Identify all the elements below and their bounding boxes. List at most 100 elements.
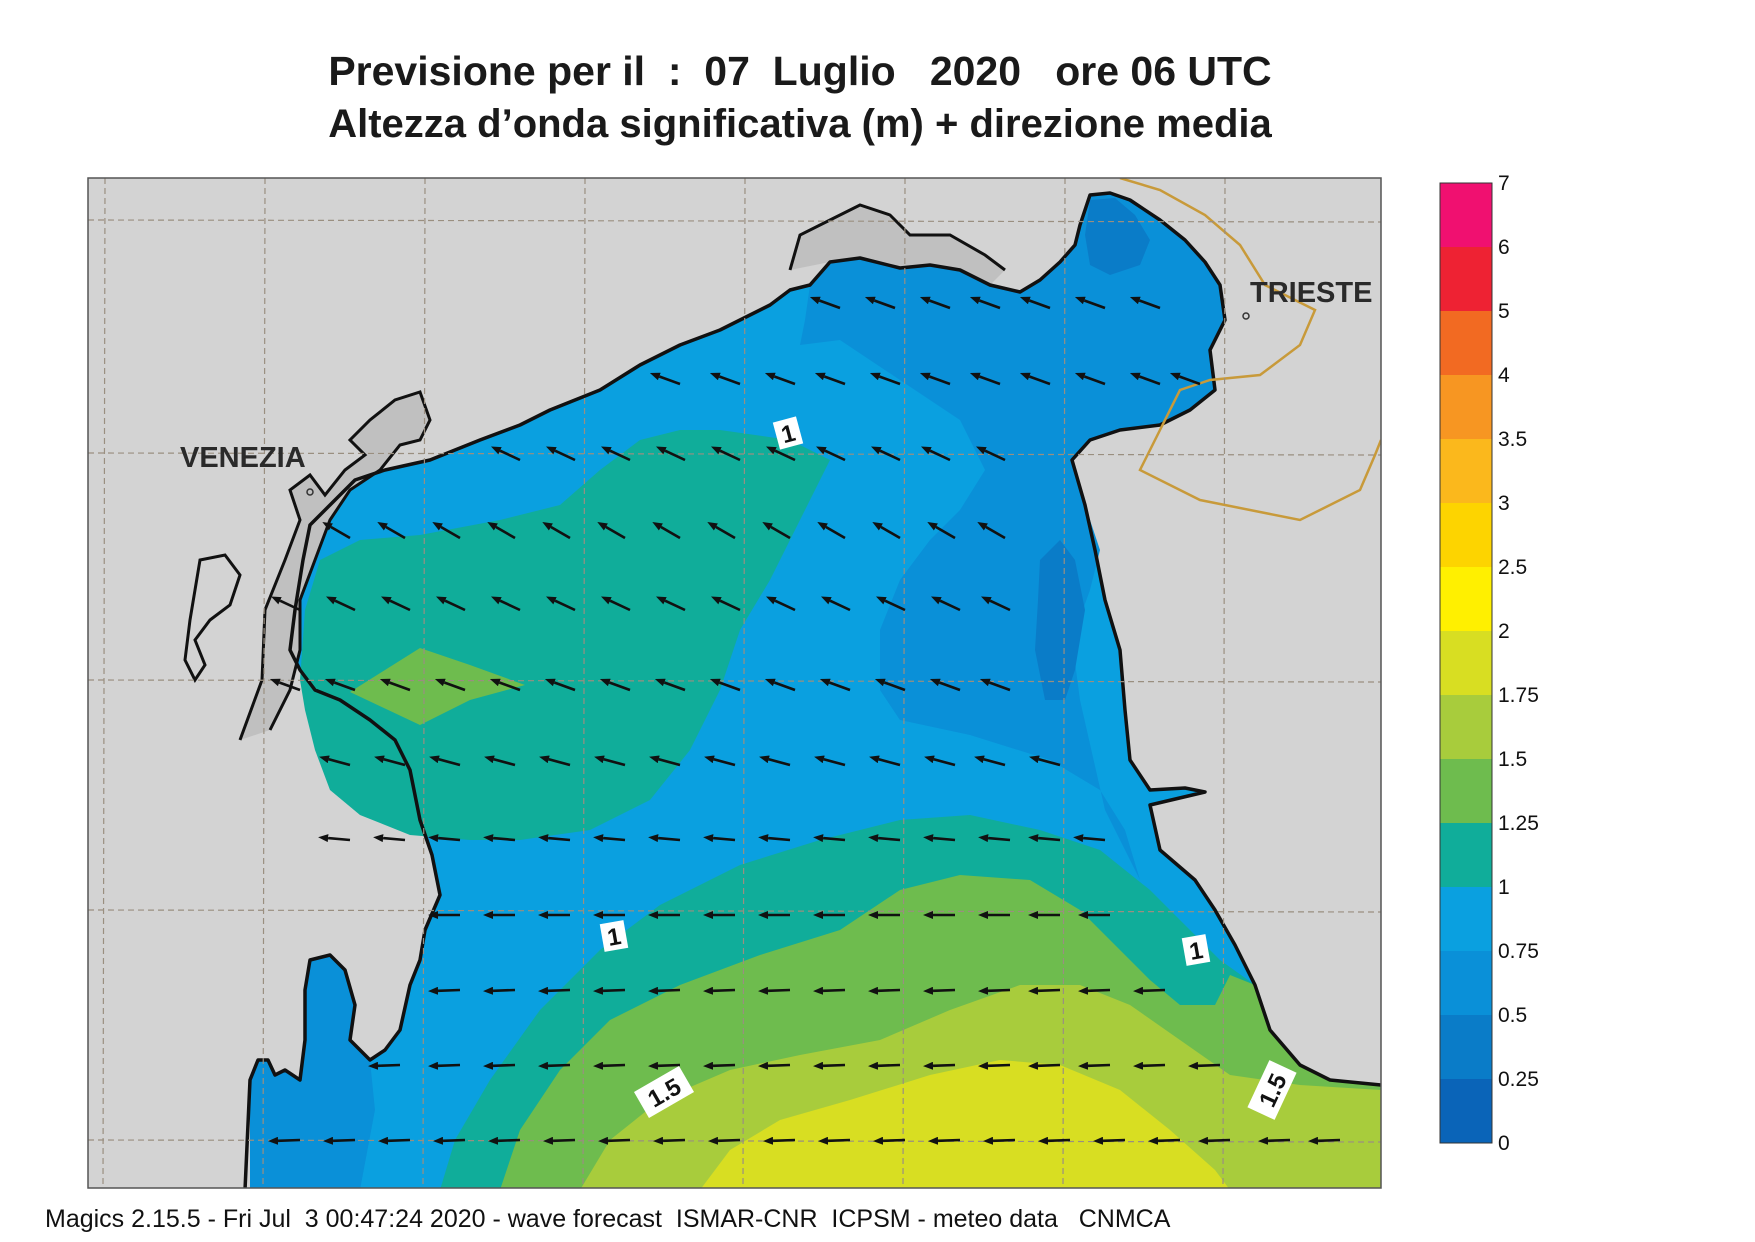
- venezia-marker-icon: [306, 488, 314, 496]
- colorbar-tick-label: 0.25: [1498, 1068, 1539, 1091]
- istria-northern-lagoon: [790, 205, 1005, 285]
- colorbar-swatch: [1440, 695, 1492, 760]
- colorbar-tick-label: 2: [1498, 620, 1510, 643]
- direction-arrow-icon: [872, 521, 901, 540]
- colorbar-tick-label: 0.5: [1498, 1004, 1527, 1027]
- direction-arrow-icon: [649, 372, 681, 386]
- colorbar-swatch: [1440, 1079, 1492, 1144]
- direction-arrow-icon: [764, 678, 796, 692]
- direction-arrow-icon: [435, 596, 466, 612]
- direction-arrow-icon: [1028, 834, 1061, 843]
- direction-arrow-icon: [270, 596, 301, 612]
- direction-arrow-icon: [1129, 372, 1161, 386]
- direction-arrow-icon: [600, 596, 631, 612]
- direction-arrow-icon: [322, 521, 351, 540]
- colorbar-tick-label: 0.75: [1498, 940, 1539, 963]
- direction-arrow-icon: [820, 596, 851, 612]
- direction-arrow-icon: [600, 446, 631, 462]
- direction-arrow-icon: [487, 521, 516, 540]
- direction-arrow-icon: [490, 596, 521, 612]
- contour-label-1b: 1: [599, 920, 629, 952]
- direction-arrow-icon: [813, 1061, 846, 1070]
- direction-arrow-icon: [593, 834, 626, 843]
- direction-arrow-icon: [1078, 986, 1111, 995]
- direction-arrow-icon: [429, 755, 461, 767]
- colorbar-tick-label: 1.25: [1498, 812, 1539, 835]
- direction-arrow-icon: [1258, 1136, 1291, 1145]
- direction-arrow-icon: [1038, 1136, 1071, 1145]
- direction-arrow-icon: [977, 521, 1006, 540]
- coastline: [243, 191, 1381, 1188]
- direction-arrow-icon: [1188, 1061, 1221, 1070]
- city-label-venezia: VENEZIA: [180, 442, 306, 474]
- direction-arrow-icon: [924, 755, 956, 767]
- direction-arrow-icon: [703, 1061, 736, 1070]
- direction-arrow-icon: [490, 446, 521, 462]
- direction-arrow-icon: [648, 834, 681, 843]
- direction-arrow-icon: [323, 1136, 356, 1145]
- direction-arrow-icon: [484, 755, 516, 767]
- colorbar-swatch: [1440, 759, 1492, 824]
- direction-arrow-icon: [373, 834, 406, 843]
- direction-arrow-icon: [597, 521, 626, 540]
- direction-arrow-icon: [765, 596, 796, 612]
- direction-arrow-icon: [1028, 986, 1061, 995]
- footer-credits: Magics 2.15.5 - Fri Jul 3 00:47:24 2020 …: [45, 1205, 1171, 1233]
- direction-arrow-icon: [920, 446, 951, 462]
- direction-arrow-icon: [538, 986, 571, 995]
- colorbar-swatch: [1440, 567, 1492, 632]
- map-grid: [88, 178, 1381, 1188]
- direction-arrow-icon: [655, 446, 686, 462]
- sea-zone-1.25-patch: [350, 648, 525, 725]
- direction-arrow-icon: [868, 986, 901, 995]
- direction-arrow-icon: [762, 521, 791, 540]
- direction-arrow-icon: [813, 834, 846, 843]
- direction-arrow-icon: [433, 1136, 466, 1145]
- direction-arrow-icon: [483, 986, 516, 995]
- map-subtitle: Altezza d’onda significativa (m) + direz…: [328, 102, 1272, 146]
- direction-arrow-icon: [483, 834, 516, 843]
- map-title: Previsione per il : 07 Luglio 2020 ore 0…: [328, 48, 1272, 94]
- direction-arrow-icon: [655, 596, 686, 612]
- direction-arrow-icon: [817, 521, 846, 540]
- direction-arrow-icon: [919, 296, 951, 310]
- direction-arrow-icon: [1129, 296, 1161, 310]
- contour-label-text: 1: [605, 923, 623, 952]
- direction-arrow-icon: [873, 1136, 906, 1145]
- direction-arrow-icon: [813, 986, 846, 995]
- colorbar-swatch: [1440, 183, 1492, 248]
- direction-arrow-icon: [598, 1136, 631, 1145]
- direction-arrow-icon: [1019, 372, 1051, 386]
- direction-arrow-icon: [919, 372, 951, 386]
- direction-arrow-icon: [809, 296, 841, 310]
- colorbar-tick-label: 2.5: [1498, 556, 1527, 579]
- sea-zone-0.5: [800, 193, 1225, 880]
- direction-arrow-icon: [653, 1136, 686, 1145]
- colorbar-swatch: [1440, 439, 1492, 504]
- colorbar-tick-label: 1.5: [1498, 748, 1527, 771]
- direction-arrow-icon: [759, 755, 791, 767]
- direction-arrow-icon: [815, 446, 846, 462]
- direction-arrow-icon: [763, 1136, 796, 1145]
- direction-arrow-icon: [708, 1136, 741, 1145]
- direction-arrow-icon: [432, 521, 461, 540]
- direction-arrow-icon: [974, 755, 1006, 767]
- venezia-lagoon: [240, 392, 430, 740]
- colorbar-tick-label: 1.75: [1498, 684, 1539, 707]
- direction-arrow-icon: [1074, 372, 1106, 386]
- direction-arrow-icon: [874, 678, 906, 692]
- map-frame: [87, 177, 1382, 1189]
- direction-arrow-icon: [593, 1061, 626, 1070]
- direction-arrow-icon: [539, 755, 571, 767]
- direction-arrow-icon: [593, 986, 626, 995]
- direction-arrow-icon: [870, 446, 901, 462]
- direction-arrow-icon: [1029, 755, 1061, 767]
- direction-arrow-icon: [268, 1136, 301, 1145]
- direction-arrow-icon: [927, 521, 956, 540]
- direction-arrow-icon: [428, 986, 461, 995]
- direction-arrow-icon: [703, 834, 736, 843]
- sea-zone-1.0-west: [300, 430, 830, 840]
- direction-arrow-icon: [868, 1061, 901, 1070]
- direction-arrow-icon: [368, 1061, 401, 1070]
- direction-arrow-icon: [318, 834, 351, 843]
